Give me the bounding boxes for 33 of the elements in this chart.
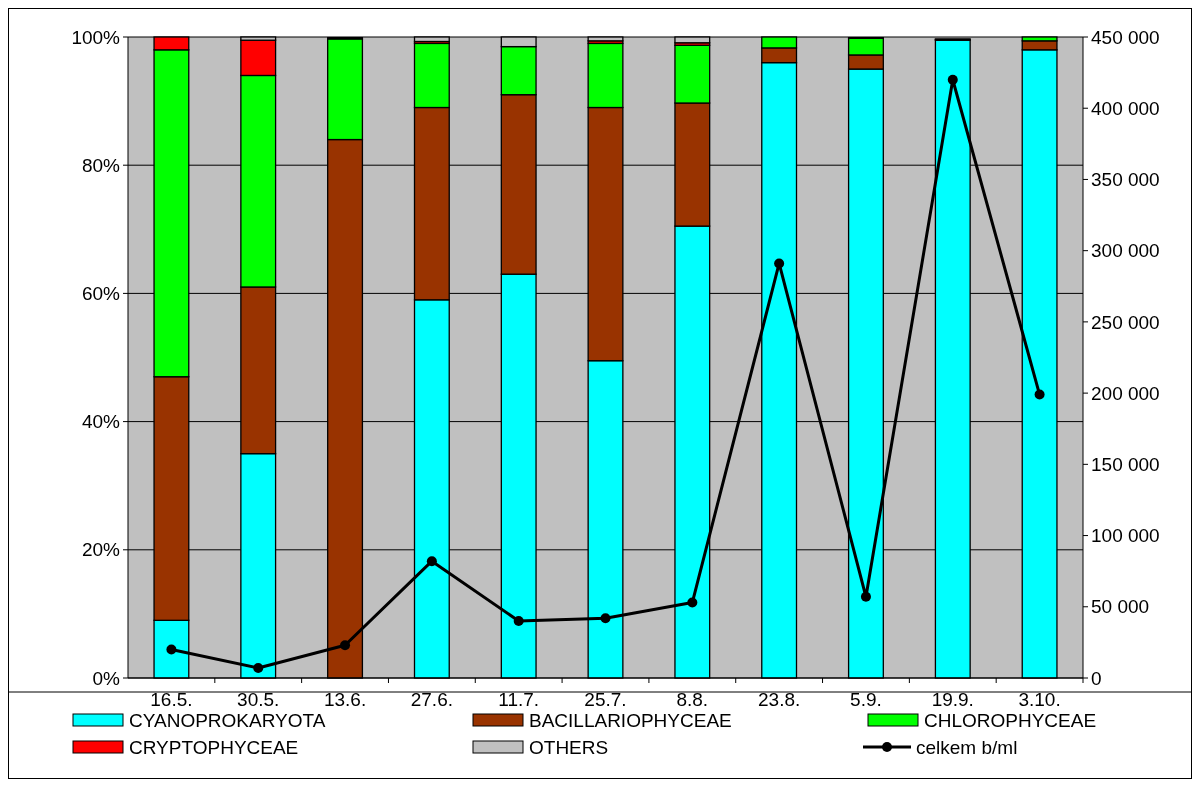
y-tick-label: 40% xyxy=(81,411,121,433)
y2-tick-label: 50 000 xyxy=(1091,596,1150,618)
y2-tick-label: 250 000 xyxy=(1091,311,1160,333)
x-tick-label: 3.10. xyxy=(1018,689,1061,710)
x-tick-label: 23.8. xyxy=(758,689,801,710)
y-tick-label: 0% xyxy=(92,667,121,689)
x-tick-label: 25.7. xyxy=(584,689,627,710)
legend-label: CRYPTOPHYCEAE xyxy=(129,736,299,758)
legend-label: celkem b/ml xyxy=(916,736,1018,758)
y2-tick-label: 350 000 xyxy=(1091,169,1160,191)
y-tick-label: 20% xyxy=(81,539,121,561)
x-tick-label: 5.9. xyxy=(850,689,882,710)
x-tick-label: 11.7. xyxy=(498,689,540,710)
x-tick-label: 16.5. xyxy=(150,689,193,710)
x-tick-label: 30.5. xyxy=(237,689,280,710)
y2-tick-label: 450 000 xyxy=(1091,26,1160,48)
y-tick-label: 80% xyxy=(81,154,121,176)
x-tick-label: 19.9. xyxy=(931,689,974,710)
y2-tick-label: 150 000 xyxy=(1091,453,1160,475)
y2-tick-label: 400 000 xyxy=(1091,97,1160,119)
y-tick-label: 60% xyxy=(81,283,121,305)
legend-label: CYANOPROKARYOTA xyxy=(129,709,326,731)
x-tick-label: 8.8. xyxy=(676,689,709,710)
y2-tick-label: 0 xyxy=(1091,667,1102,689)
y-tick-label: 100% xyxy=(71,26,121,48)
y2-tick-label: 100 000 xyxy=(1091,525,1160,547)
y2-tick-label: 300 000 xyxy=(1091,240,1160,262)
y2-tick-label: 200 000 xyxy=(1091,382,1160,404)
legend-label: CHLOROPHYCEAE xyxy=(924,709,1097,731)
x-tick-label: 27.6. xyxy=(410,689,453,710)
x-tick-label: 13.6. xyxy=(323,689,367,710)
legend-label: OTHERS xyxy=(529,736,609,758)
legend-label: BACILLARIOPHYCEAE xyxy=(529,709,732,731)
